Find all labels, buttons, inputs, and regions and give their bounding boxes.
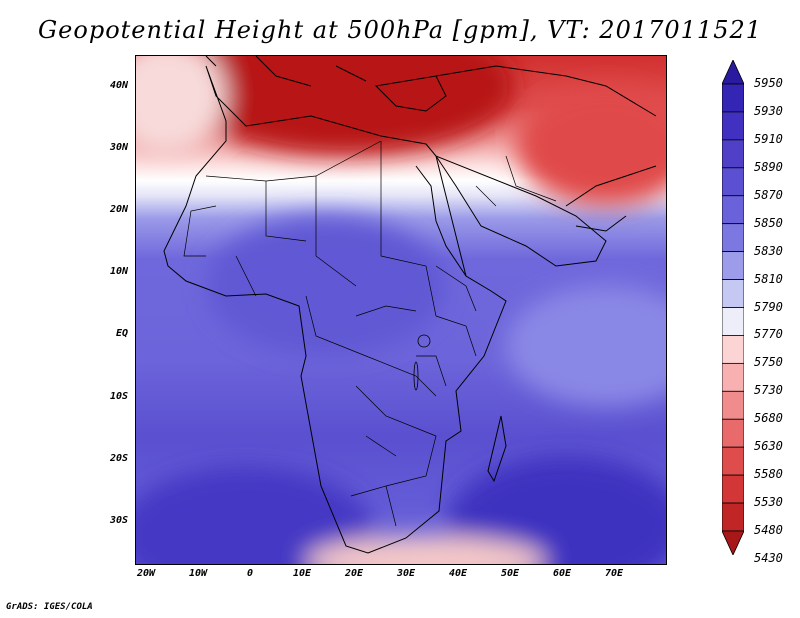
colorbar-swatch xyxy=(722,362,744,392)
colorbar-level-label: 5680 xyxy=(754,411,783,426)
lat-tick-label: 20N xyxy=(109,204,128,215)
lat-tick-label: 30S xyxy=(109,515,128,526)
colorbar-level-label: 5850 xyxy=(754,215,783,230)
chart-title: Geopotential Height at 500hPa [gpm], VT:… xyxy=(38,16,762,44)
lon-tick-label: 10W xyxy=(188,568,208,579)
lon-tick-label: 20E xyxy=(344,568,364,579)
colorbar-swatch xyxy=(722,335,744,364)
colorbar-min-arrow xyxy=(722,530,744,555)
colorbar-level-label: 5580 xyxy=(754,467,783,482)
lon-tick-label: 40E xyxy=(448,568,468,579)
colorbar-swatch xyxy=(722,223,744,253)
colorbar-level-label: 5730 xyxy=(754,383,783,398)
grads-credit: GrADS: IGES/COLA xyxy=(6,602,93,612)
colorbar-swatch xyxy=(722,446,744,476)
colorbar-level-label: 5770 xyxy=(754,327,783,342)
colorbar-swatch xyxy=(722,167,744,197)
colorbar-swatch xyxy=(722,251,744,280)
colorbar-level-label: 5790 xyxy=(754,299,783,314)
colorbar-level-label: 5910 xyxy=(754,131,783,146)
lon-tick-label: 60E xyxy=(552,568,572,579)
lakes xyxy=(413,334,431,391)
lat-tick-label: 10S xyxy=(109,391,128,402)
country-borders xyxy=(183,140,557,527)
colorbar-level-label: 5890 xyxy=(754,159,783,174)
lon-tick-label: 70E xyxy=(604,568,624,579)
colorbar xyxy=(722,60,744,555)
colorbar-swatch xyxy=(722,279,744,308)
colorbar-max-arrow xyxy=(722,60,744,85)
colorbar-level-label: 5630 xyxy=(754,439,783,454)
colorbar-swatch xyxy=(722,111,744,141)
colorbar-level-label: 5430 xyxy=(754,550,783,565)
lat-tick-label: 30N xyxy=(109,142,128,153)
colorbar-level-label: 5830 xyxy=(754,243,783,258)
colorbar-swatch xyxy=(722,83,744,113)
coastlines xyxy=(163,56,657,554)
colorbar-level-label: 5930 xyxy=(754,103,783,118)
lat-tick-label: EQ xyxy=(115,328,128,339)
colorbar-swatch xyxy=(722,195,744,225)
colorbar-level-label: 5810 xyxy=(754,271,783,286)
colorbar-swatch xyxy=(722,390,744,420)
field-anomalies xyxy=(136,56,666,564)
colorbar-swatch xyxy=(722,418,744,448)
lat-tick-label: 20S xyxy=(109,453,128,464)
colorbar-level-label: 5870 xyxy=(754,187,783,202)
lat-tick-label: 40N xyxy=(109,80,128,91)
colorbar-swatch xyxy=(722,307,744,336)
lat-tick-label: 10N xyxy=(109,266,128,277)
lon-tick-label: 0 xyxy=(246,568,254,579)
colorbar-swatch xyxy=(722,139,744,169)
colorbar-level-label: 5480 xyxy=(754,523,783,537)
colorbar-level-label: 5750 xyxy=(754,355,783,370)
colorbar-level-label: 5950 xyxy=(754,76,783,90)
lon-tick-label: 50E xyxy=(500,568,520,579)
colorbar-swatch xyxy=(722,502,744,532)
colorbar-level-label: 5530 xyxy=(754,495,783,510)
lon-tick-label: 10E xyxy=(292,568,312,579)
map-panel xyxy=(135,55,667,565)
lon-tick-label: 20W xyxy=(136,568,156,579)
lon-tick-label: 30E xyxy=(396,568,416,579)
height-field-map xyxy=(136,56,666,564)
colorbar-swatch xyxy=(722,474,744,504)
